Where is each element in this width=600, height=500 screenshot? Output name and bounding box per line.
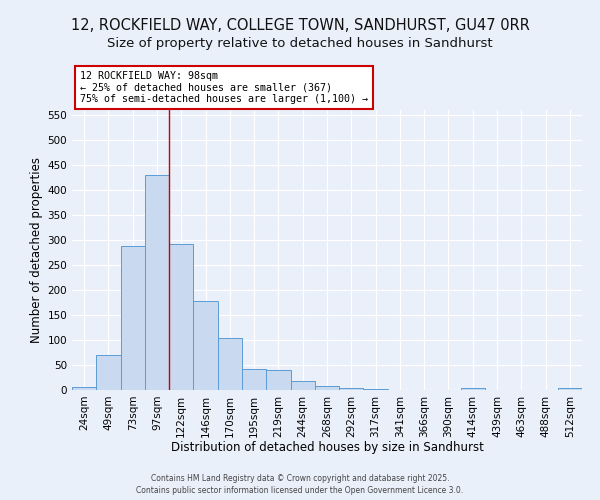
Text: Contains HM Land Registry data © Crown copyright and database right 2025.
Contai: Contains HM Land Registry data © Crown c… <box>136 474 464 495</box>
X-axis label: Distribution of detached houses by size in Sandhurst: Distribution of detached houses by size … <box>170 441 484 454</box>
Text: 12, ROCKFIELD WAY, COLLEGE TOWN, SANDHURST, GU47 0RR: 12, ROCKFIELD WAY, COLLEGE TOWN, SANDHUR… <box>71 18 529 32</box>
Y-axis label: Number of detached properties: Number of detached properties <box>30 157 43 343</box>
Bar <box>364 389 388 390</box>
Bar <box>461 388 485 390</box>
Bar <box>315 386 339 390</box>
Bar <box>193 301 218 390</box>
Bar <box>169 244 193 390</box>
Bar <box>218 338 242 390</box>
Bar <box>96 355 121 390</box>
Bar <box>290 381 315 390</box>
Bar <box>121 246 145 390</box>
Bar <box>145 175 169 390</box>
Text: 12 ROCKFIELD WAY: 98sqm
← 25% of detached houses are smaller (367)
75% of semi-d: 12 ROCKFIELD WAY: 98sqm ← 25% of detache… <box>80 71 368 104</box>
Text: Size of property relative to detached houses in Sandhurst: Size of property relative to detached ho… <box>107 38 493 51</box>
Bar <box>242 369 266 390</box>
Bar <box>558 388 582 390</box>
Bar <box>266 370 290 390</box>
Bar <box>339 388 364 390</box>
Bar <box>72 386 96 390</box>
